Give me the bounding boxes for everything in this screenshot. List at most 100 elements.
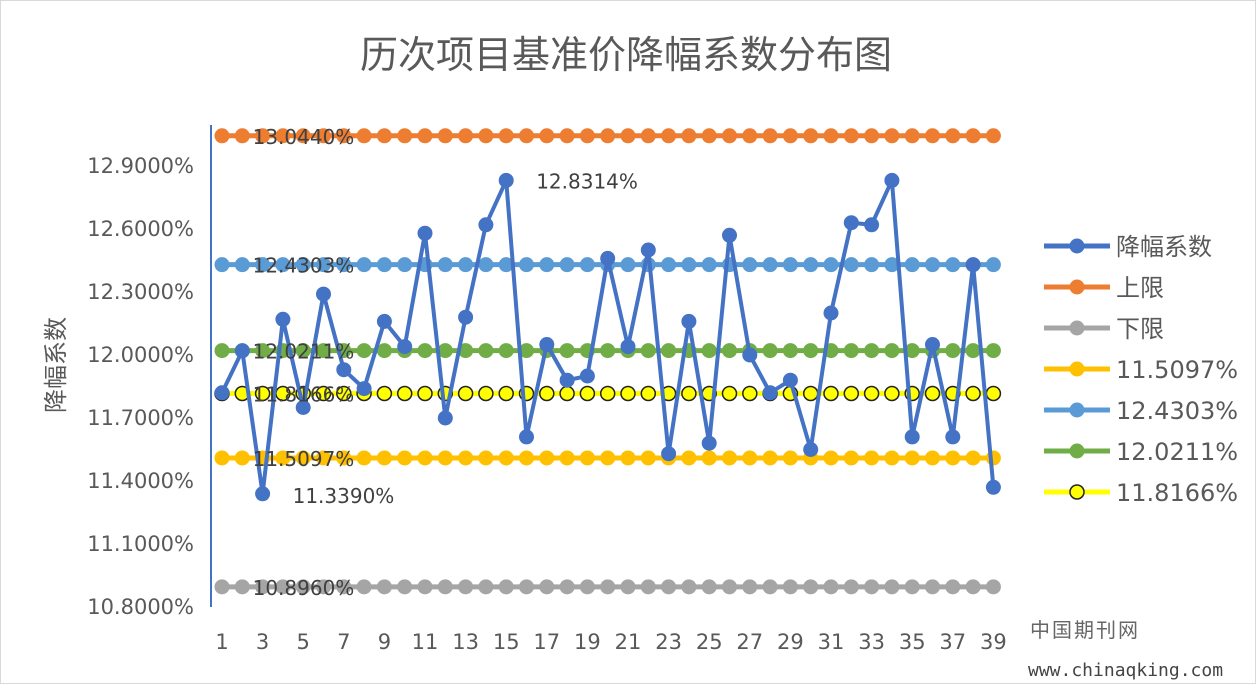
reference-marker [275,257,291,273]
reference-marker [255,579,271,595]
reference-marker [640,343,656,359]
main-series-point [275,311,291,327]
reference-marker [356,128,372,144]
main-series-point [640,242,656,258]
reference-marker [640,450,656,466]
reference-marker [762,579,778,595]
reference-marker [417,343,433,359]
legend-label: 12.0211% [1116,438,1238,466]
reference-marker [904,343,920,359]
reference-marker [945,450,961,466]
reference-marker [478,385,494,402]
y-tick-label: 12.3000% [87,280,194,304]
y-tick-label: 12.0000% [87,343,194,367]
reference-marker [863,385,880,402]
reference-marker [539,450,555,466]
reference-marker [925,128,940,144]
main-series-point [579,368,595,384]
reference-marker [255,343,271,359]
y-axis-ticks: 10.8000% 11.1000% 11.4000% 11.7000% 12.0000%… [87,154,194,619]
main-series-point [782,372,798,388]
reference-marker [640,579,656,595]
reference-marker [376,128,392,144]
legend-swatch-marker [1069,484,1085,500]
reference-marker [478,450,494,466]
legend-label: 11.8166% [1116,479,1238,507]
reference-marker [742,385,758,402]
data-label: 13.0440% [253,125,355,149]
y-tick-label: 11.7000% [87,406,194,430]
reference-marker [904,579,920,595]
x-tick-label: 15 [493,630,520,654]
watermark-site-name: 中国期刊网 [1030,618,1140,642]
reference-marker [742,579,758,595]
reference-marker [640,385,657,402]
reference-marker [782,257,798,273]
reference-marker [336,450,352,466]
reference-marker [782,343,798,359]
reference-marker [864,128,880,144]
reference-marker [255,257,271,273]
legend-swatch-marker [1069,320,1085,336]
main-series-point [722,227,737,243]
x-tick-label: 23 [655,630,682,654]
reference-marker [458,343,474,359]
reference-marker [397,128,413,144]
reference-marker [519,450,534,466]
reference-marker [376,343,392,359]
reference-marker [965,128,981,144]
reference-marker [823,579,839,595]
reference-marker [376,450,392,466]
main-series-point [823,305,839,321]
reference-marker [782,128,798,144]
reference-marker [803,579,819,595]
reference-marker [782,579,798,595]
reference-marker [701,450,717,466]
main-series-point [437,410,453,426]
legend-label: 上限 [1116,274,1164,302]
reference-marker [519,343,534,359]
y-axis-title: 降幅系数 [42,317,70,413]
reference-marker [620,450,636,466]
main-series-point [843,215,859,231]
main-series-point [498,172,514,188]
reference-marker [214,343,230,359]
main-series-point [701,435,717,451]
reference-marker [904,128,920,144]
x-tick-label: 3 [256,630,269,654]
legend-swatch-marker [1069,402,1085,418]
reference-marker [478,343,494,359]
reference-marker [864,450,880,466]
reference-marker [275,450,291,466]
reference-marker [681,257,697,273]
reference-marker [985,257,1001,273]
reference-marker [396,385,413,402]
reference-marker [457,385,474,402]
reference-marker [722,128,737,144]
reference-marker [519,128,534,144]
reference-marker [234,257,250,273]
main-series-point [661,446,677,462]
x-tick-label: 39 [980,630,1007,654]
reference-marker [234,579,250,595]
reference-marker [539,579,555,595]
reference-marker [498,343,514,359]
main-series-point [316,286,331,302]
reference-marker [985,385,1002,402]
x-tick-label: 1 [215,630,228,654]
reference-marker [864,257,880,273]
reference-marker [823,385,839,402]
reference-marker [945,579,961,595]
main-series [214,172,1001,502]
main-series-point [255,486,271,502]
reference-marker [762,343,778,359]
x-tick-label: 7 [337,630,350,654]
reference-marker [214,128,230,144]
reference-marker [498,450,514,466]
reference-marker [478,128,494,144]
reference-marker [376,579,392,595]
main-series-point [762,385,778,401]
x-tick-label: 25 [696,630,723,654]
reference-marker [742,128,758,144]
reference-marker [945,343,961,359]
